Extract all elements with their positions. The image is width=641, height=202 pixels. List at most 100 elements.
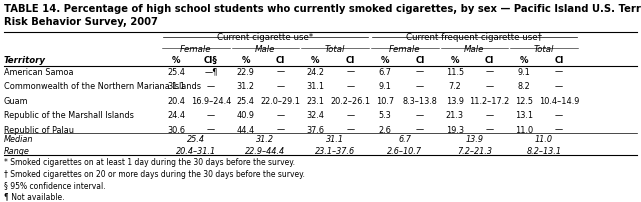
Text: 23.1–37.6: 23.1–37.6 [315,146,355,155]
Text: † Smoked cigarettes on 20 or more days during the 30 days before the survey.: † Smoked cigarettes on 20 or more days d… [4,169,305,178]
Text: 2.6: 2.6 [379,125,392,134]
Text: CI: CI [554,55,564,64]
Text: 20.2–26.1: 20.2–26.1 [330,96,370,105]
Text: —: — [485,67,494,76]
Text: —: — [207,125,215,134]
Text: —: — [416,125,424,134]
Text: 12.5: 12.5 [515,96,533,105]
Text: 11.5: 11.5 [445,67,463,76]
Text: 31.2: 31.2 [256,134,274,143]
Text: Median: Median [4,134,33,143]
Text: 9.1: 9.1 [518,67,531,76]
Text: 19.3: 19.3 [445,125,463,134]
Text: 11.2–17.2: 11.2–17.2 [469,96,510,105]
Text: CI§: CI§ [204,55,218,64]
Text: Risk Behavior Survey, 2007: Risk Behavior Survey, 2007 [4,17,158,27]
Text: 6.7: 6.7 [398,134,411,143]
Text: 8.2–13.1: 8.2–13.1 [526,146,562,155]
Text: § 95% confidence interval.: § 95% confidence interval. [4,180,106,189]
Text: CI: CI [415,55,424,64]
Text: 24.4: 24.4 [167,110,185,120]
Text: —: — [276,110,285,120]
Text: —: — [346,82,354,91]
Text: —: — [207,110,215,120]
Text: Female: Female [389,45,420,54]
Text: —: — [555,82,563,91]
Text: Male: Male [255,45,276,54]
Text: Republic of Palau: Republic of Palau [4,125,74,134]
Text: 23.1: 23.1 [306,96,324,105]
Text: 5.3: 5.3 [379,110,392,120]
Text: 31.1: 31.1 [167,82,185,91]
Text: 31.1: 31.1 [326,134,344,143]
Text: 6.7: 6.7 [379,67,392,76]
Text: CI: CI [276,55,285,64]
Text: —: — [346,125,354,134]
Text: —: — [276,125,285,134]
Text: Current frequent cigarette use†: Current frequent cigarette use† [406,33,542,42]
Text: —: — [207,82,215,91]
Text: CI: CI [345,55,355,64]
Text: 7.2–21.3: 7.2–21.3 [457,146,492,155]
Text: 8.2: 8.2 [518,82,531,91]
Text: %: % [520,55,529,64]
Text: Male: Male [464,45,485,54]
Text: 9.1: 9.1 [379,82,392,91]
Text: 32.4: 32.4 [306,110,324,120]
Text: Total: Total [534,45,554,54]
Text: %: % [311,55,320,64]
Text: 13.1: 13.1 [515,110,533,120]
Text: 24.2: 24.2 [306,67,324,76]
Text: —: — [276,67,285,76]
Text: 25.4: 25.4 [187,134,204,143]
Text: 20.4–31.1: 20.4–31.1 [176,146,216,155]
Text: 44.4: 44.4 [237,125,255,134]
Text: 22.9: 22.9 [237,67,254,76]
Text: —: — [485,125,494,134]
Text: TABLE 14. Percentage of high school students who currently smoked cigarettes, by: TABLE 14. Percentage of high school stud… [4,4,641,14]
Text: —: — [416,67,424,76]
Text: 22.9–44.4: 22.9–44.4 [246,146,285,155]
Text: CI: CI [485,55,494,64]
Text: —: — [416,110,424,120]
Text: 7.2: 7.2 [448,82,461,91]
Text: 13.9: 13.9 [445,96,463,105]
Text: Total: Total [325,45,345,54]
Text: 31.2: 31.2 [237,82,255,91]
Text: 16.9–24.4: 16.9–24.4 [191,96,231,105]
Text: 40.9: 40.9 [237,110,255,120]
Text: ¶ Not available.: ¶ Not available. [4,192,65,201]
Text: Republic of the Marshall Islands: Republic of the Marshall Islands [4,110,134,120]
Text: %: % [381,55,389,64]
Text: 8.3–13.8: 8.3–13.8 [403,96,437,105]
Text: 2.6–10.7: 2.6–10.7 [387,146,422,155]
Text: —: — [485,82,494,91]
Text: Commonwealth of the Northern Mariana Islands: Commonwealth of the Northern Mariana Isl… [4,82,201,91]
Text: 37.6: 37.6 [306,125,324,134]
Text: Current cigarette use*: Current cigarette use* [217,33,313,42]
Text: %: % [451,55,459,64]
Text: 11.0: 11.0 [535,134,553,143]
Text: 13.9: 13.9 [465,134,483,143]
Text: —: — [276,82,285,91]
Text: 21.3: 21.3 [445,110,463,120]
Text: American Samoa: American Samoa [4,67,74,76]
Text: —: — [346,110,354,120]
Text: %: % [242,55,250,64]
Text: Guam: Guam [4,96,28,105]
Text: —: — [555,67,563,76]
Text: 25.4: 25.4 [237,96,255,105]
Text: Range: Range [4,146,30,155]
Text: Female: Female [180,45,212,54]
Text: —: — [416,82,424,91]
Text: Territory: Territory [4,55,46,64]
Text: —: — [346,67,354,76]
Text: 31.1: 31.1 [306,82,324,91]
Text: —¶: —¶ [204,67,218,76]
Text: %: % [172,55,180,64]
Text: 10.7: 10.7 [376,96,394,105]
Text: 25.4: 25.4 [167,67,185,76]
Text: 20.4: 20.4 [167,96,185,105]
Text: 11.0: 11.0 [515,125,533,134]
Text: 30.6: 30.6 [167,125,185,134]
